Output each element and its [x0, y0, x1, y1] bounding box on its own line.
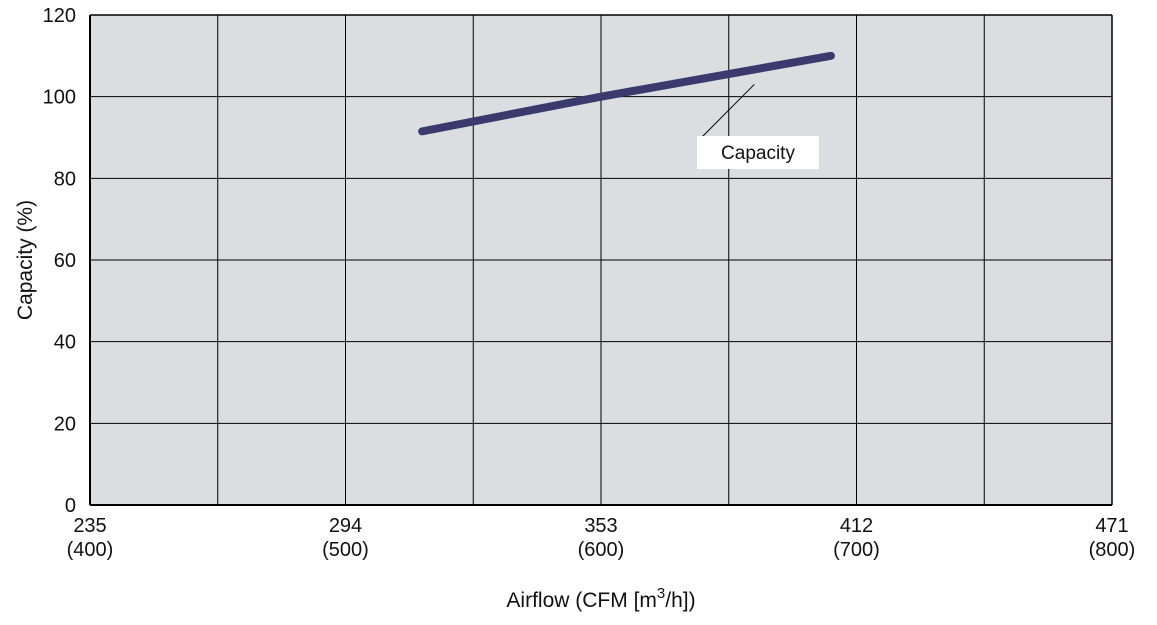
y-tick-label: 20 [54, 413, 76, 435]
y-tick-label: 80 [54, 168, 76, 190]
x-axis-title: Airflow (CFM [m3/h]) [506, 585, 695, 612]
x-tick-label-cfm: 412 [840, 515, 873, 537]
callout-leader-line [699, 84, 755, 140]
x-tick-labels: 235(400) 294(500) 353(600) 412(700) 471(800) [67, 515, 1136, 561]
y-tick-label: 0 [65, 495, 76, 517]
x-tick-label-m3h: (400) [67, 539, 114, 561]
y-axis-title: Capacity (%) [14, 200, 37, 320]
callout-label: Capacity [721, 143, 795, 164]
callout-box [697, 136, 819, 169]
y-tick-label: 40 [54, 332, 76, 354]
x-tick-label-cfm: 235 [73, 515, 106, 537]
x-tick-label-cfm: 294 [329, 515, 362, 537]
x-axis-title-main: Airflow (CFM [m [506, 589, 657, 612]
x-tick-label-m3h: (700) [833, 539, 880, 561]
x-tick-label-m3h: (500) [322, 539, 369, 561]
axes [89, 14, 1113, 506]
y-tick-label: 60 [54, 250, 76, 272]
x-tick-label-m3h: (600) [578, 539, 625, 561]
x-axis-title-sup: 3 [657, 585, 665, 602]
series-group [418, 51, 835, 136]
series-callout: Capacity [697, 84, 819, 169]
y-tick-label: 100 [43, 87, 76, 109]
x-tick-label-m3h: (800) [1089, 539, 1136, 561]
x-tick-label-cfm: 353 [584, 515, 617, 537]
series-line-capacity [418, 51, 835, 136]
y-tick-labels: 0 20 40 60 80 100 120 [43, 5, 76, 517]
x-axis-title-tail: /h]) [665, 589, 695, 612]
x-tick-label-cfm: 471 [1095, 515, 1128, 537]
y-tick-label: 120 [43, 5, 76, 27]
